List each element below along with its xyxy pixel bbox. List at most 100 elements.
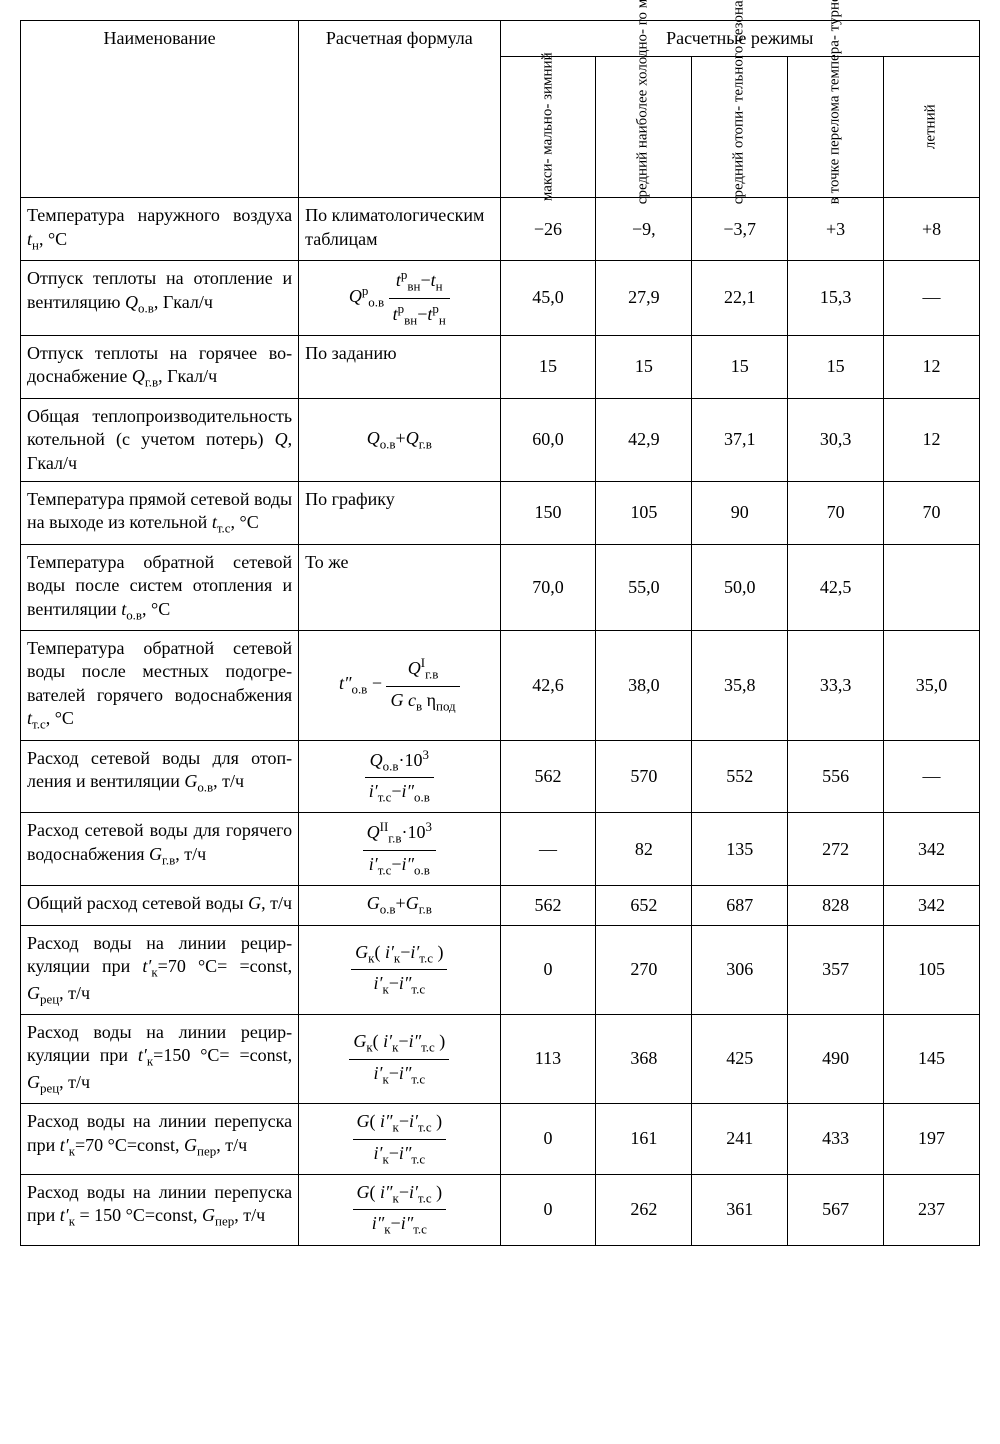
th-mode-3: в точке перелома темпера- турного график… — [788, 57, 884, 198]
th-mode-4: летний — [884, 57, 980, 198]
table-row: Расход сетевой воды для отоп­ления и вен… — [21, 740, 980, 813]
cell-value: 652 — [596, 886, 692, 925]
cell-value: 70 — [788, 482, 884, 545]
cell-name: Общий расход сетевой воды G, т/ч — [21, 886, 299, 925]
cell-formula: Qо.в+Qг.в — [299, 398, 500, 481]
cell-formula: По графику — [299, 482, 500, 545]
cell-formula: Gк( i′к−i′т.с )i′к−i″т.с — [299, 925, 500, 1014]
cell-value: 357 — [788, 925, 884, 1014]
cell-formula: G( i″к−i′т.с )i″к−i″т.с — [299, 1175, 500, 1246]
cell-value: 33,3 — [788, 631, 884, 741]
cell-value: 425 — [692, 1014, 788, 1103]
cell-value: 552 — [692, 740, 788, 813]
cell-value: 0 — [500, 925, 596, 1014]
cell-name: Расход воды на линии рецир­куляции при t… — [21, 1014, 299, 1103]
table-row: Расход воды на линии перепус­ка при t′к=… — [21, 1104, 980, 1175]
cell-value: 27,9 — [596, 261, 692, 336]
cell-formula: Gо.в+Gг.в — [299, 886, 500, 925]
table-body: Температура наружного возду­ха tн, °CПо … — [21, 198, 980, 1246]
cell-value: 135 — [692, 813, 788, 886]
th-formula: Расчетная формула — [299, 21, 500, 198]
cell-value: 161 — [596, 1104, 692, 1175]
cell-value: 22,1 — [692, 261, 788, 336]
cell-value: 0 — [500, 1175, 596, 1246]
cell-value: — — [884, 740, 980, 813]
th-mode-2: средний отопи- тельного сезона — [692, 57, 788, 198]
cell-value: 150 — [500, 482, 596, 545]
cell-value: 368 — [596, 1014, 692, 1103]
cell-value: 70 — [884, 482, 980, 545]
cell-value: 270 — [596, 925, 692, 1014]
table-row: Температура обратной сетевой воды после … — [21, 631, 980, 741]
cell-value: 490 — [788, 1014, 884, 1103]
table-row: Температура обратной сетевой воды после … — [21, 544, 980, 630]
cell-value: −9, — [596, 198, 692, 261]
cell-value: 12 — [884, 398, 980, 481]
cell-value: 342 — [884, 813, 980, 886]
cell-value: 306 — [692, 925, 788, 1014]
cell-value: 828 — [788, 886, 884, 925]
table-row: Отпуск теплоты на отопление и вентиляцию… — [21, 261, 980, 336]
cell-formula: По климатологическим таблицам — [299, 198, 500, 261]
table-row: Расход воды на линии рецир­куляции при t… — [21, 1014, 980, 1103]
cell-value: 60,0 — [500, 398, 596, 481]
cell-value: 15 — [788, 336, 884, 399]
cell-value — [884, 544, 980, 630]
cell-value: 37,1 — [692, 398, 788, 481]
cell-value: 35,0 — [884, 631, 980, 741]
cell-formula: Qро.в tрвн−tнtрвн−tрн — [299, 261, 500, 336]
cell-value: 50,0 — [692, 544, 788, 630]
cell-value: 113 — [500, 1014, 596, 1103]
cell-name: Общая теплопроизводитель­ность котельной… — [21, 398, 299, 481]
cell-value: +3 — [788, 198, 884, 261]
cell-value: 42,9 — [596, 398, 692, 481]
cell-value: 687 — [692, 886, 788, 925]
cell-value: 567 — [788, 1175, 884, 1246]
cell-name: Отпуск теплоты на отопление и вентиляцию… — [21, 261, 299, 336]
cell-name: Расход сетевой воды для горя­чего водосн… — [21, 813, 299, 886]
cell-name: Температура наружного возду­ха tн, °C — [21, 198, 299, 261]
cell-value: 562 — [500, 740, 596, 813]
cell-formula: Qо.в·103i′т.с−i″о.в — [299, 740, 500, 813]
cell-value: −26 — [500, 198, 596, 261]
cell-name: Расход воды на линии перепус­ка при t′к=… — [21, 1104, 299, 1175]
cell-value: 433 — [788, 1104, 884, 1175]
cell-value: 105 — [596, 482, 692, 545]
cell-value: 361 — [692, 1175, 788, 1246]
cell-value: 0 — [500, 1104, 596, 1175]
table-head: Наименование Расчетная формула Расчетные… — [21, 21, 980, 198]
cell-value: 12 — [884, 336, 980, 399]
cell-name: Расход воды на линии рецир­куляции при t… — [21, 925, 299, 1014]
cell-value: — — [500, 813, 596, 886]
cell-formula: Gк( i′к−i″т.с )i′к−i″т.с — [299, 1014, 500, 1103]
cell-formula: QIIг.в·103i′т.с−i″о.в — [299, 813, 500, 886]
cell-value: 15 — [500, 336, 596, 399]
calc-table: Наименование Расчетная формула Расчетные… — [20, 20, 980, 1246]
cell-value: 562 — [500, 886, 596, 925]
cell-value: 342 — [884, 886, 980, 925]
cell-value: 105 — [884, 925, 980, 1014]
cell-value: 15 — [692, 336, 788, 399]
table-row: Температура наружного возду­ха tн, °CПо … — [21, 198, 980, 261]
cell-value: 42,6 — [500, 631, 596, 741]
cell-value: 38,0 — [596, 631, 692, 741]
cell-name: Температура обратной сетевой воды после … — [21, 631, 299, 741]
cell-value: 90 — [692, 482, 788, 545]
cell-value: 197 — [884, 1104, 980, 1175]
cell-value: 237 — [884, 1175, 980, 1246]
cell-value: +8 — [884, 198, 980, 261]
th-name: Наименование — [21, 21, 299, 198]
table-row: Расход сетевой воды для горя­чего водосн… — [21, 813, 980, 886]
cell-value: −3,7 — [692, 198, 788, 261]
cell-value: 82 — [596, 813, 692, 886]
table-row: Расход воды на линии рецир­куляции при t… — [21, 925, 980, 1014]
cell-name: Температура прямой сетевой воды на выход… — [21, 482, 299, 545]
cell-formula: G( i″к−i′т.с )i′к−i″т.с — [299, 1104, 500, 1175]
cell-value: 262 — [596, 1175, 692, 1246]
cell-value: 45,0 — [500, 261, 596, 336]
cell-value: 272 — [788, 813, 884, 886]
cell-value: 42,5 — [788, 544, 884, 630]
table-row: Общий расход сетевой воды G, т/чGо.в+Gг.… — [21, 886, 980, 925]
cell-name: Расход сетевой воды для отоп­ления и вен… — [21, 740, 299, 813]
cell-value: 145 — [884, 1014, 980, 1103]
